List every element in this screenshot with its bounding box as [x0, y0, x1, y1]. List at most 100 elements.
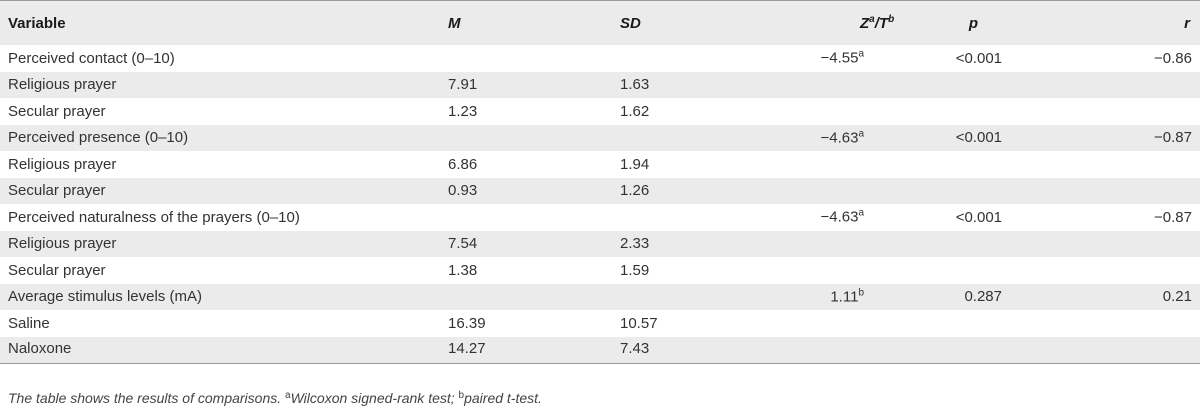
- header-t-sup: b: [888, 13, 895, 25]
- cell-z-t-inner: −4.63a: [820, 128, 864, 147]
- header-row: Variable M SD Za/Tb p r: [0, 1, 1200, 45]
- footnote-text-a: Wilcoxon signed-rank test;: [290, 390, 459, 406]
- header-r: r: [1184, 14, 1190, 32]
- cell-r: [1110, 337, 1200, 364]
- cell-mean: 1.23: [448, 102, 478, 120]
- cell-r: −0.87: [1154, 129, 1192, 147]
- header-z-t-wrap: Za/Tb: [860, 13, 895, 32]
- cell-p: [860, 151, 1110, 178]
- cell-p: <0.001: [955, 208, 1002, 226]
- cell-sd: 7.43: [620, 340, 650, 358]
- cell-sd: 10.57: [620, 314, 658, 332]
- footnote-lead: The table shows the results of compariso…: [8, 390, 286, 406]
- cell-variable: Perceived contact (0–10): [8, 49, 175, 67]
- cell-r: −0.87: [1154, 208, 1192, 226]
- header-p: p: [968, 14, 978, 32]
- table-row: Secular prayer 0.93 1.26: [0, 177, 1200, 205]
- cell-sd: 1.94: [620, 155, 650, 173]
- cell-mean: 1.38: [448, 261, 478, 279]
- cell-mean: [448, 125, 620, 152]
- cell-r: [1110, 151, 1200, 178]
- cell-sd: 1.62: [620, 102, 650, 120]
- cell-r: 0.21: [1162, 288, 1192, 306]
- cell-mean: 7.54: [448, 235, 478, 253]
- cell-sd: 1.63: [620, 76, 650, 94]
- cell-variable: Secular prayer: [8, 182, 106, 200]
- table-body: Perceived contact (0–10) −4.55a <0.001 −0.8…: [0, 45, 1200, 363]
- table-row: Average stimulus levels (mA) 1.11b 0.287 0.…: [0, 283, 1200, 311]
- cell-variable: Naloxone: [8, 340, 72, 358]
- cell-variable: Saline: [8, 314, 50, 332]
- cell-variable: Religious prayer: [8, 155, 117, 173]
- cell-z-t-value: −4.63: [820, 208, 859, 226]
- header-sd-label: SD: [620, 14, 641, 32]
- table-row: Naloxone 14.27 7.43: [0, 336, 1200, 364]
- cell-p: <0.001: [955, 49, 1002, 67]
- cell-r: [1110, 257, 1200, 284]
- cell-z-t-inner: −4.55a: [820, 48, 864, 67]
- table-row: Saline 16.39 10.57: [0, 310, 1200, 337]
- cell-sd: [620, 284, 860, 311]
- cell-mean: [448, 204, 620, 231]
- header-sd: SD: [620, 1, 860, 45]
- cell-z-t-sup: a: [858, 48, 864, 60]
- cell-r: [1110, 231, 1200, 258]
- cell-variable: Religious prayer: [8, 235, 117, 253]
- cell-sd: 2.33: [620, 235, 650, 253]
- cell-variable: Perceived presence (0–10): [8, 129, 189, 147]
- cell-variable: Secular prayer: [8, 102, 106, 120]
- top-rule: [0, 0, 1200, 1]
- cell-p: 0.287: [964, 288, 1002, 306]
- cell-variable: Religious prayer: [8, 76, 117, 94]
- cell-variable: Perceived naturalness of the prayers (0–…: [8, 208, 300, 226]
- cell-z-t-value: −4.55: [820, 49, 859, 67]
- cell-p: [860, 231, 1110, 258]
- header-variable: Variable: [8, 14, 66, 32]
- cell-p: [860, 98, 1110, 125]
- bottom-rule: [0, 363, 1200, 364]
- footnote-text-b: paired t-test.: [464, 390, 542, 406]
- footnote-sup-a: a: [285, 390, 291, 401]
- footnote-sup-b: b: [458, 390, 465, 401]
- cell-mean: 16.39: [448, 314, 486, 332]
- cell-mean: 6.86: [448, 155, 478, 173]
- cell-z-t-sup: a: [858, 128, 864, 140]
- cell-r: [1110, 98, 1200, 125]
- cell-z-t-inner: 1.11b: [830, 287, 864, 306]
- table-row: Religious prayer 6.86 1.94: [0, 151, 1200, 178]
- cell-p: [860, 337, 1110, 364]
- cell-r: [1110, 310, 1200, 337]
- table-row: Secular prayer 1.38 1.59: [0, 257, 1200, 284]
- table-row: Religious prayer 7.91 1.63: [0, 71, 1200, 99]
- cell-sd: 1.59: [620, 261, 650, 279]
- cell-z-t-value: −4.63: [820, 129, 859, 147]
- header-z-label: Z: [860, 14, 870, 32]
- cell-r: −0.86: [1154, 49, 1192, 67]
- cell-mean: 14.27: [448, 340, 486, 358]
- cell-mean: [448, 284, 620, 311]
- cell-p: [860, 72, 1110, 99]
- cell-r: [1110, 72, 1200, 99]
- cell-p: <0.001: [955, 129, 1002, 147]
- table-row: Secular prayer 1.23 1.62: [0, 98, 1200, 125]
- table-row: Perceived presence (0–10) −4.63a <0.001 −0.…: [0, 124, 1200, 152]
- cell-variable: Average stimulus levels (mA): [8, 288, 202, 306]
- table-row: Perceived naturalness of the prayers (0–…: [0, 204, 1200, 231]
- cell-p: [860, 310, 1110, 337]
- header-mean: M: [448, 14, 461, 32]
- cell-p: [860, 178, 1110, 205]
- table-footnote: The table shows the results of compariso…: [8, 390, 542, 406]
- cell-z-t-value: 1.11: [830, 288, 859, 306]
- results-table: Variable M SD Za/Tb p r Perceived contac…: [0, 1, 1200, 363]
- header-slash: /: [874, 14, 879, 32]
- header-z-sup: a: [869, 13, 875, 25]
- results-table-container: Variable M SD Za/Tb p r Perceived contac…: [0, 0, 1200, 364]
- cell-z-t-sup: a: [858, 207, 864, 219]
- cell-z-t-inner: −4.63a: [820, 207, 864, 226]
- table-row: Religious prayer 7.54 2.33: [0, 230, 1200, 258]
- cell-z-t-sup: b: [858, 287, 864, 299]
- cell-r: [1110, 178, 1200, 205]
- cell-sd: 1.26: [620, 182, 650, 200]
- cell-mean: 7.91: [448, 76, 478, 94]
- cell-mean: [448, 45, 620, 72]
